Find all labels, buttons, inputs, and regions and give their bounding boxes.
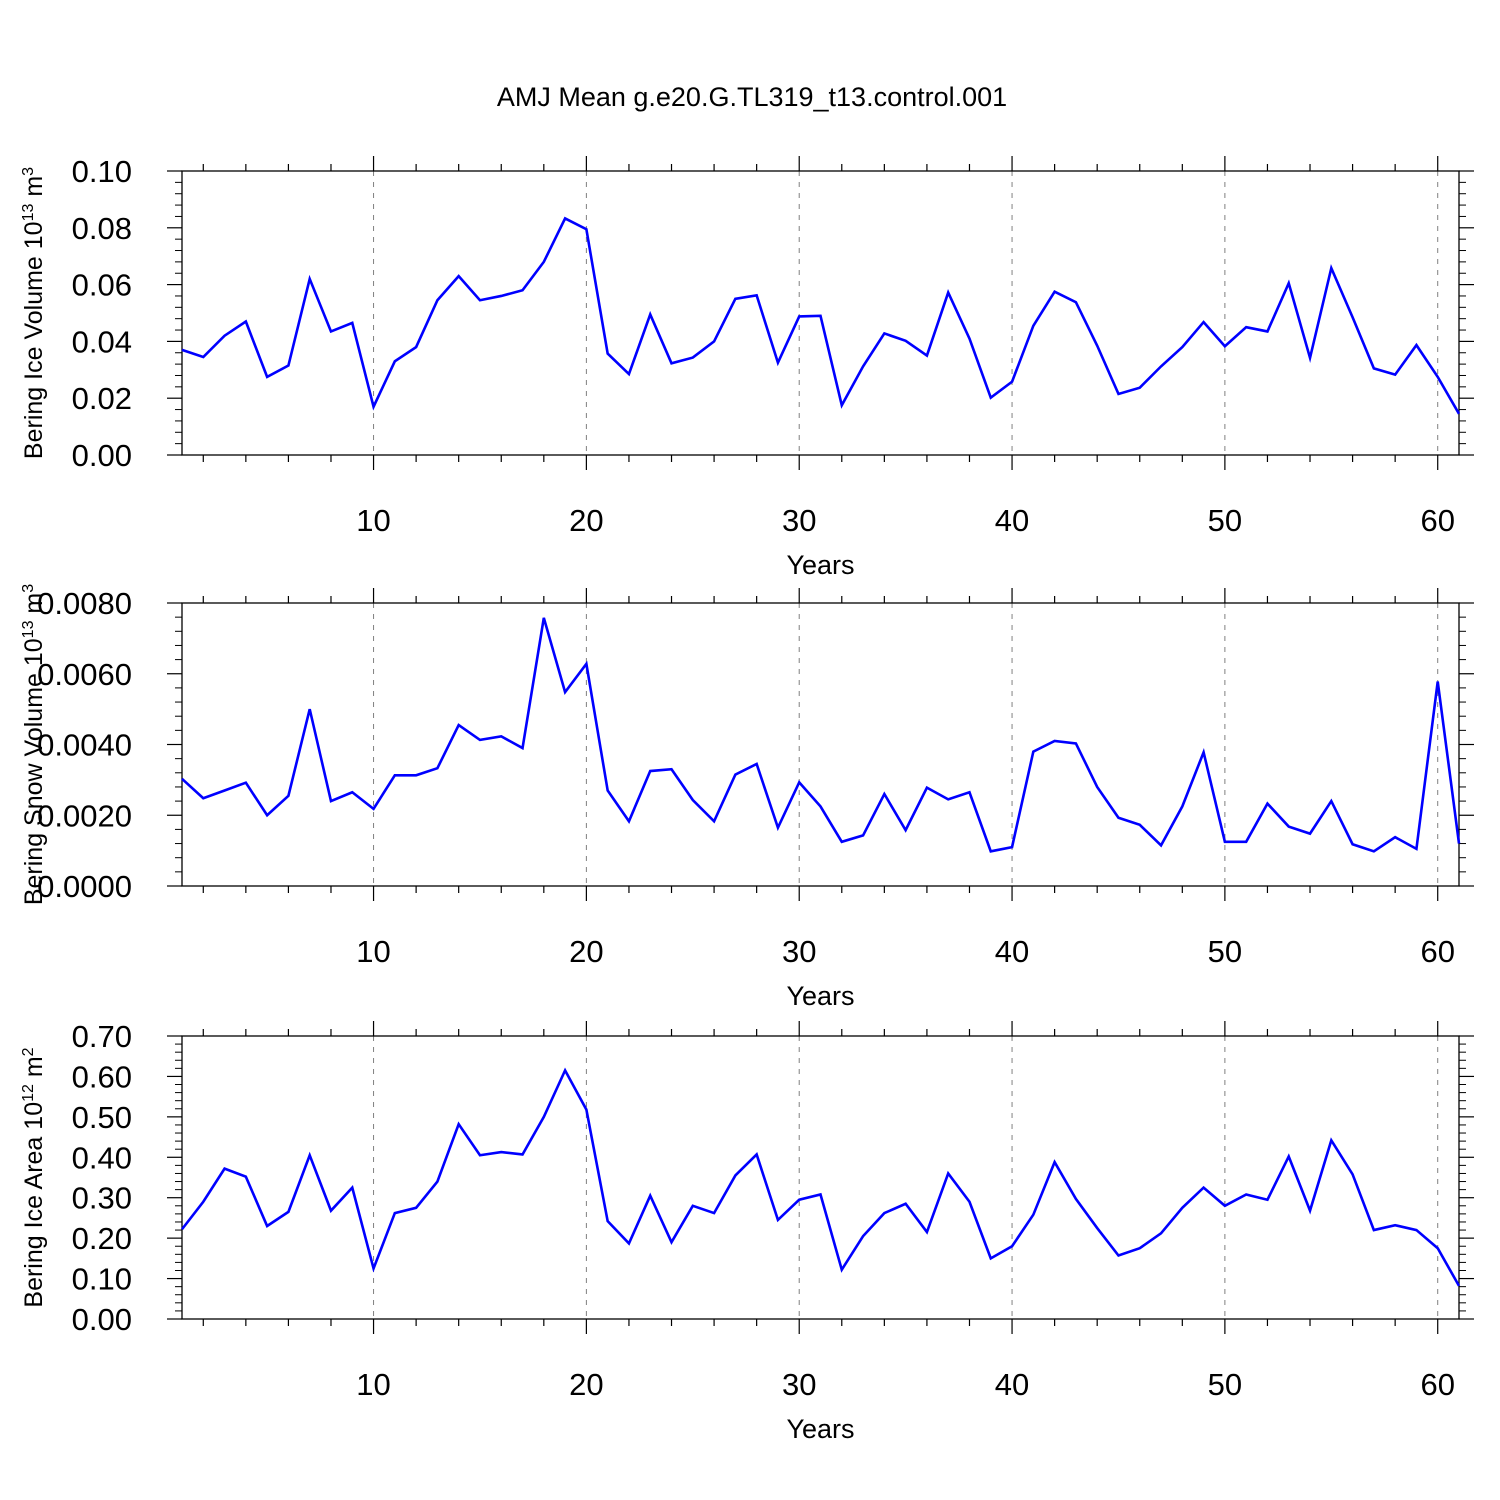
plot-frame	[181, 602, 1460, 887]
x-tick-label: 60	[1420, 503, 1454, 538]
y-tick-label: 0.50	[72, 1100, 132, 1135]
y-tick-label: 0.0020	[37, 798, 132, 833]
y-tick-label: 0.02	[72, 381, 132, 416]
y-tick-label: 0.70	[72, 1019, 132, 1054]
y-tick-label: 0.0060	[37, 657, 132, 692]
x-tick-label: 30	[782, 503, 816, 538]
plot-frame	[181, 1035, 1460, 1320]
y-axis-label: Bering Ice Volume 1013 m3	[20, 167, 48, 459]
y-tick-label: 0.20	[72, 1221, 132, 1256]
x-tick-label: 10	[356, 1367, 390, 1402]
x-tick-label: 20	[569, 934, 603, 969]
x-tick-label: 30	[782, 934, 816, 969]
x-tick-label: 40	[995, 1367, 1029, 1402]
y-tick-label: 0.40	[72, 1140, 132, 1175]
y-tick-label: 0.00	[72, 438, 132, 473]
y-tick-label: 0.00	[72, 1302, 132, 1337]
y-tick-label: 0.08	[72, 211, 132, 246]
y-tick-label: 0.04	[72, 324, 132, 359]
y-tick-label: 0.06	[72, 268, 132, 303]
snow-volume-panel: 10 20 30 40 50 60 Years 0.0000 0.0020 0.0040 0.006…	[20, 584, 1474, 1011]
y-tick-label: 0.0000	[37, 869, 132, 904]
x-tick-label: 10	[356, 503, 390, 538]
chart-title: AMJ Mean g.e20.G.TL319_t13.control.001	[497, 82, 1007, 112]
x-tick-label: 50	[1208, 1367, 1242, 1402]
x-axis-label: Years	[786, 550, 854, 580]
x-tick-label: 50	[1208, 934, 1242, 969]
ice-area-panel: 10 20 30 40 50 60 Years 0.00 0.10 0.20 0.30 0.40 0.5…	[20, 1019, 1474, 1444]
y-tick-label: 0.10	[72, 1262, 132, 1297]
y-tick-label: 0.60	[72, 1059, 132, 1094]
x-tick-label: 40	[995, 503, 1029, 538]
x-axis-label: Years	[786, 1414, 854, 1444]
x-tick-label: 20	[569, 1367, 603, 1402]
x-tick-label: 60	[1420, 1367, 1454, 1402]
y-tick-label: 0.30	[72, 1181, 132, 1216]
y-tick-label: 0.10	[72, 154, 132, 189]
x-tick-label: 60	[1420, 934, 1454, 969]
y-tick-label: 0.0040	[37, 728, 132, 763]
x-tick-label: 20	[569, 503, 603, 538]
plot-frame	[181, 170, 1460, 456]
x-tick-label: 40	[995, 934, 1029, 969]
x-axis-label: Years	[786, 981, 854, 1011]
x-tick-label: 10	[356, 934, 390, 969]
y-tick-label: 0.0080	[37, 586, 132, 621]
x-tick-label: 30	[782, 1367, 816, 1402]
y-axis-label: Bering Snow Volume 1013 m3	[20, 584, 48, 905]
ice-volume-panel: 10 20 30 40 50 60 Years 0.00 0.02 0.04 0.06 0.08 0.1…	[20, 154, 1474, 580]
x-tick-label: 50	[1208, 503, 1242, 538]
y-axis-label: Bering Ice Area 1012 m2	[20, 1047, 48, 1307]
